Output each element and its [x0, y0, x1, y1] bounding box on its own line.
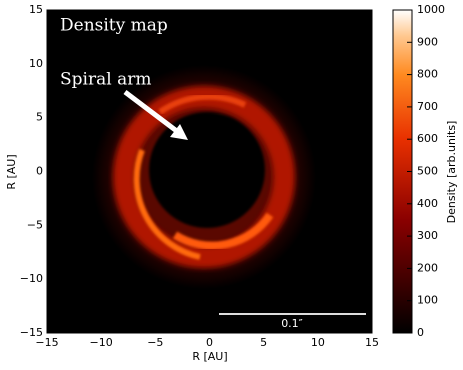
colorbar-tick-label: 100: [417, 294, 438, 307]
x-tick-label: −15: [35, 336, 58, 349]
arrow-head: [170, 124, 188, 140]
colorbar-tick-label: 400: [417, 197, 438, 210]
density-map: [47, 10, 372, 333]
x-tick-label: −5: [147, 336, 163, 349]
colorbar-tick-label: 300: [417, 229, 438, 242]
annotation: Spiral arm: [60, 70, 151, 90]
y-tick-label: 10: [29, 57, 43, 70]
x-tick-label: 15: [365, 336, 379, 349]
colorbar-label: Density [arb.units]: [445, 121, 458, 224]
x-tick-label: 5: [260, 336, 267, 349]
y-tick-label: 15: [29, 3, 43, 16]
colorbar-tick-label: 500: [417, 165, 438, 178]
x-tick-label: −10: [90, 336, 113, 349]
x-tick-label: 0: [206, 336, 213, 349]
y-tick-label: −15: [20, 326, 43, 339]
colorbar-tick-label: 700: [417, 100, 438, 113]
y-tick-label: −10: [20, 272, 43, 285]
y-tick-label: 5: [36, 111, 43, 124]
annotation: Density map: [60, 16, 168, 36]
colorbar-tick-label: 1000: [417, 3, 445, 16]
y-tick-label: 0: [36, 165, 43, 178]
colorbar-tick-label: 0: [417, 326, 424, 339]
x-tick-label: 10: [311, 336, 325, 349]
colorbar-tick-label: 900: [417, 35, 438, 48]
y-tick-label: −5: [27, 218, 43, 231]
y-axis-label: R [AU]: [5, 154, 18, 189]
colorbar-tick-label: 200: [417, 261, 438, 274]
arrow: [123, 90, 180, 134]
x-axis-label: R [AU]: [192, 350, 227, 363]
colorbar-tick-label: 600: [417, 132, 438, 145]
colorbar-tick-label: 800: [417, 68, 438, 81]
scale-bar-label: 0.1″: [281, 317, 303, 330]
